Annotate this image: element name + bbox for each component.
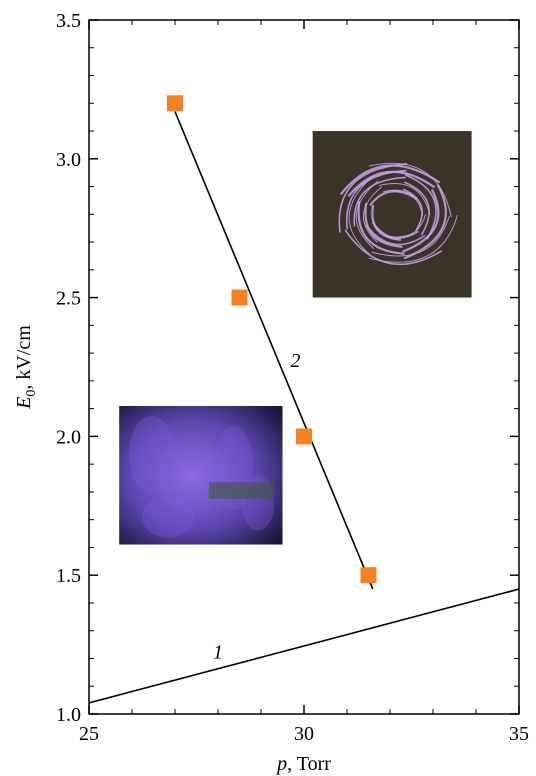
curve-label-2: 2 [290, 350, 300, 372]
series-markers [167, 95, 377, 584]
discharge-glow [128, 415, 175, 494]
series-2-marker [167, 95, 183, 112]
discharge-filament [378, 183, 431, 215]
series-2-marker [360, 567, 377, 584]
discharge-filament [371, 204, 401, 241]
plot-frame [88, 19, 520, 715]
y-tick-label: 2.5 [56, 288, 81, 310]
y-axis-variable: E [13, 397, 35, 410]
series-2-marker [231, 289, 248, 306]
x-tick-label: 35 [509, 723, 529, 745]
inset-images [119, 131, 472, 545]
x-tick-label: 30 [294, 723, 314, 745]
discharge-filament [403, 183, 447, 260]
discharge-filament [364, 202, 403, 248]
curve-label-1: 1 [213, 641, 223, 663]
y-axis-title: E0, kV/cm [13, 325, 39, 410]
discharge-filament [363, 186, 383, 243]
x-axis-unit: , Torr [287, 753, 331, 775]
inset-photo-diffuse-discharge [119, 405, 283, 545]
x-axis-title: p, Torr [275, 753, 331, 775]
discharge-filament [404, 181, 430, 236]
axis-tick-labels: 25 30 35 1.0 1.5 2.0 2.5 3.0 3.5 [56, 10, 529, 745]
series-2-marker [296, 428, 312, 445]
y-tick-label: 2.0 [56, 426, 81, 448]
inset-photo-filamentary-discharge [312, 131, 472, 298]
electrode-shadow [208, 482, 275, 499]
discharge-filament [347, 170, 436, 197]
curve-labels: 21 [213, 350, 300, 663]
discharge-filament [371, 215, 450, 257]
series-2-line [174, 111, 374, 590]
x-tick-label: 25 [79, 723, 99, 745]
series-1-line [88, 588, 520, 704]
y-tick-label: 1.0 [56, 704, 81, 726]
axis-ticks [88, 19, 520, 715]
inset-background [119, 405, 283, 545]
discharge-filament [339, 164, 441, 196]
y-tick-label: 3.5 [56, 10, 81, 32]
inset-background [312, 131, 472, 298]
discharge-filament [368, 162, 452, 218]
y-tick-label: 1.5 [56, 565, 81, 587]
x-axis-variable: p [275, 753, 287, 775]
discharge-filament [344, 229, 443, 266]
y-tick-label: 3.0 [56, 149, 81, 171]
discharge-filament [357, 200, 405, 255]
y-axis-unit: , kV/cm [13, 325, 35, 390]
discharge-filament [348, 175, 375, 256]
discharge-filament [402, 188, 440, 253]
discharge-filament [353, 176, 406, 227]
discharge-filament [383, 189, 424, 216]
discharge-glow [141, 496, 195, 538]
y-axis-subscript: 0 [24, 390, 39, 397]
discharge-filament [402, 188, 423, 232]
discharge-filament [404, 174, 437, 240]
series-lines [88, 111, 520, 704]
